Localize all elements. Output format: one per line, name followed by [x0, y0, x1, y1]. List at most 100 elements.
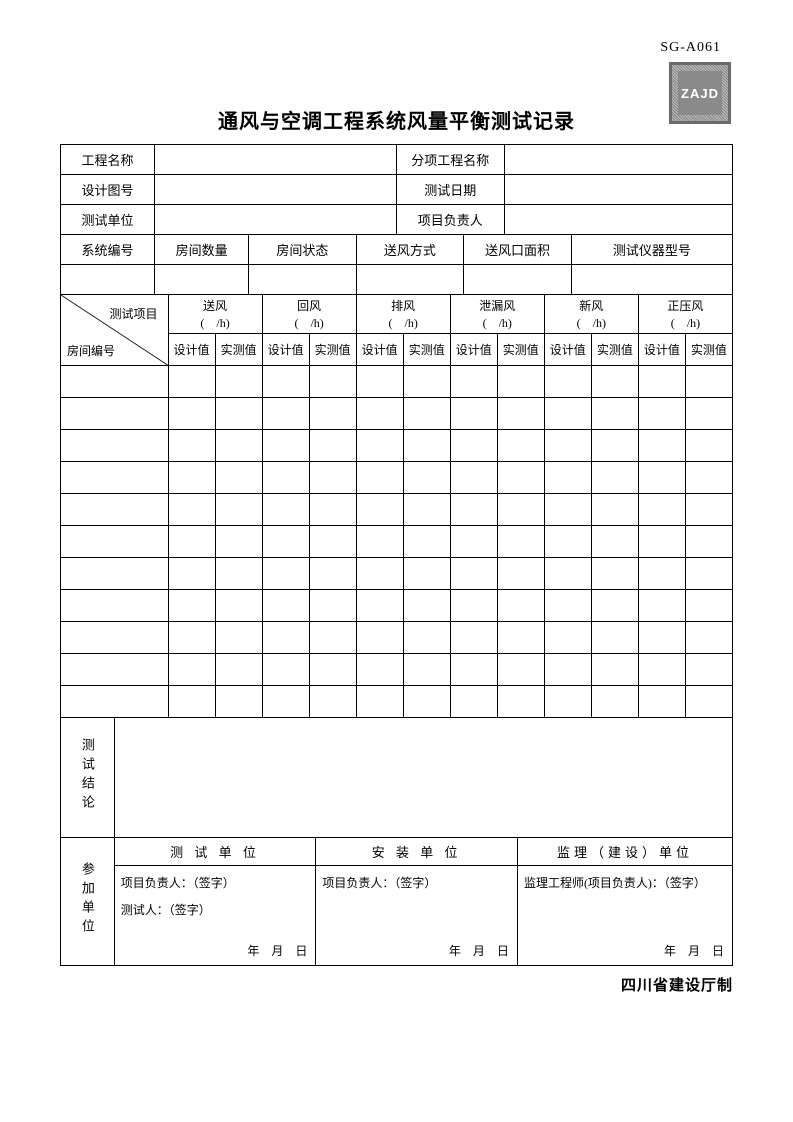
label-room-state: 房间状态	[249, 235, 357, 265]
data-cell	[403, 462, 450, 494]
value-drawing-no	[155, 175, 397, 205]
data-cell	[497, 526, 544, 558]
data-cell	[591, 462, 638, 494]
sign-test-unit-hdr: 测 试 单 位	[114, 838, 316, 866]
data-cell	[685, 686, 732, 718]
sign-supervise-line: 监理工程师(项目负责人)：（签字）	[524, 874, 726, 891]
data-cell	[168, 494, 215, 526]
conclusion-label: 测试结论	[61, 718, 115, 838]
diagonal-header: 测试项目 房间编号	[61, 295, 169, 366]
data-cell	[685, 494, 732, 526]
sub-actual-0: 实测值	[215, 334, 262, 366]
data-cell	[356, 686, 403, 718]
data-cell	[262, 494, 309, 526]
data-cell	[168, 686, 215, 718]
sub-actual-4: 实测值	[591, 334, 638, 366]
sub-actual-5: 实测值	[685, 334, 732, 366]
data-cell	[262, 398, 309, 430]
col-group-4: 新风( /h)	[544, 295, 638, 334]
data-cell	[215, 398, 262, 430]
col-group-0: 送风( /h)	[168, 295, 262, 334]
data-cell	[168, 526, 215, 558]
data-cell	[168, 398, 215, 430]
data-cell	[309, 558, 356, 590]
data-cell	[356, 462, 403, 494]
data-cell	[638, 590, 685, 622]
data-cell	[638, 654, 685, 686]
room-no-cell	[61, 430, 169, 462]
data-cell	[309, 494, 356, 526]
data-cell	[309, 366, 356, 398]
data-cell	[215, 366, 262, 398]
data-cell	[591, 590, 638, 622]
data-cell	[544, 494, 591, 526]
data-cell	[309, 430, 356, 462]
data-cell	[450, 526, 497, 558]
data-cell	[450, 622, 497, 654]
label-room-count: 房间数量	[155, 235, 249, 265]
data-cell	[591, 654, 638, 686]
data-cell	[168, 654, 215, 686]
sub-design-5: 设计值	[638, 334, 685, 366]
data-cell	[168, 622, 215, 654]
data-cell	[309, 526, 356, 558]
data-cell	[309, 622, 356, 654]
data-cell	[685, 622, 732, 654]
conclusion-value	[114, 718, 732, 838]
footer: 四川省建设厅制	[60, 974, 733, 995]
room-no-cell	[61, 366, 169, 398]
room-no-cell	[61, 654, 169, 686]
sign-leader-line: 项目负责人：（签字）	[322, 874, 511, 891]
value-test-unit	[155, 205, 397, 235]
data-cell	[544, 430, 591, 462]
data-cell	[450, 494, 497, 526]
room-no-cell	[61, 558, 169, 590]
data-cell	[262, 558, 309, 590]
stamp-icon: ZAJD	[669, 62, 731, 124]
conclusion-table: 测试结论	[60, 717, 733, 838]
sign-date: 年 月 日	[449, 942, 509, 959]
info-table: 工程名称 分项工程名称 设计图号 测试日期 测试单位 项目负责人	[60, 144, 733, 235]
data-cell	[591, 558, 638, 590]
data-cell	[168, 462, 215, 494]
label-project-name: 工程名称	[61, 145, 155, 175]
room-no-cell	[61, 622, 169, 654]
data-cell	[591, 686, 638, 718]
data-cell	[685, 430, 732, 462]
data-cell	[497, 366, 544, 398]
data-cell	[638, 430, 685, 462]
data-cell	[403, 622, 450, 654]
main-data-table: 测试项目 房间编号 送风( /h)回风( /h)排风( /h)泄漏风( /h)新…	[60, 294, 733, 718]
data-cell	[497, 622, 544, 654]
spec-table: 系统编号 房间数量 房间状态 送风方式 送风口面积 测试仪器型号	[60, 234, 733, 295]
data-cell	[544, 526, 591, 558]
data-cell	[262, 654, 309, 686]
data-cell	[497, 398, 544, 430]
value-instrument	[571, 265, 732, 295]
data-cell	[450, 558, 497, 590]
data-cell	[215, 430, 262, 462]
data-cell	[497, 558, 544, 590]
data-cell	[450, 462, 497, 494]
data-cell	[450, 398, 497, 430]
data-cell	[262, 622, 309, 654]
data-cell	[215, 494, 262, 526]
data-cell	[497, 686, 544, 718]
label-instrument: 测试仪器型号	[571, 235, 732, 265]
room-no-cell	[61, 686, 169, 718]
col-group-3: 泄漏风( /h)	[450, 295, 544, 334]
label-supply-mode: 送风方式	[356, 235, 464, 265]
data-cell	[497, 590, 544, 622]
data-cell	[685, 558, 732, 590]
room-no-cell	[61, 526, 169, 558]
value-test-date	[504, 175, 733, 205]
data-cell	[544, 622, 591, 654]
diag-bot-label: 房间编号	[67, 342, 115, 359]
col-group-2: 排风( /h)	[356, 295, 450, 334]
sub-design-3: 设计值	[450, 334, 497, 366]
data-cell	[262, 366, 309, 398]
sign-leader-line: 项目负责人：（签字）	[121, 874, 310, 891]
data-cell	[356, 366, 403, 398]
data-cell	[309, 398, 356, 430]
sub-design-2: 设计值	[356, 334, 403, 366]
